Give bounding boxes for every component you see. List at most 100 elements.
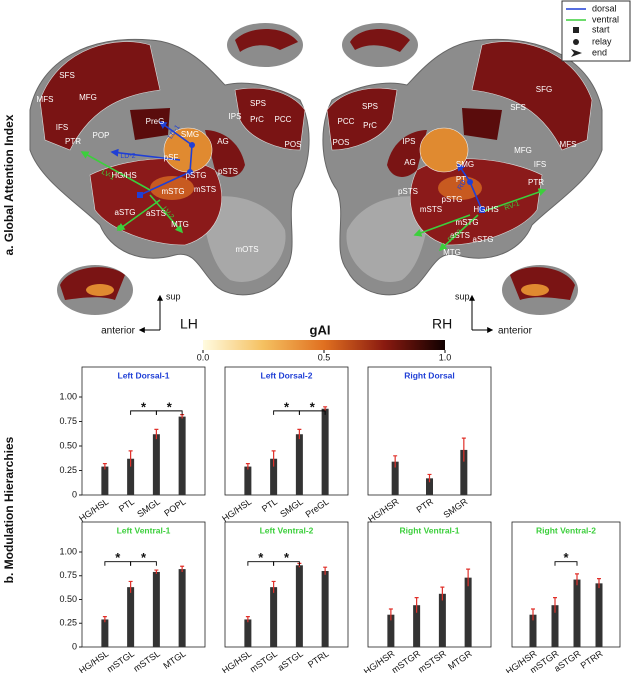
bar (529, 614, 537, 647)
bar (460, 449, 468, 495)
x-tick-label: PTL (260, 496, 279, 514)
x-tick-label: mSTGL (105, 648, 136, 673)
error-bar (102, 616, 107, 623)
region-label: PCC (275, 115, 292, 124)
region-label: pSTS (398, 187, 418, 196)
bar (295, 434, 303, 495)
x-tick-label: PTL (117, 496, 136, 514)
bar (178, 416, 186, 495)
error-bar (271, 580, 276, 593)
bar (464, 577, 472, 647)
x-tick-label: mSTGL (248, 648, 279, 673)
significance-label: * (115, 550, 121, 565)
y-tick-label: 0.50 (59, 594, 77, 604)
plot-frame (367, 521, 492, 648)
region-label: PT (456, 175, 466, 184)
region-label: SMG (456, 160, 474, 169)
error-bar (427, 473, 432, 483)
x-tick-label: HG/HSR (366, 496, 401, 525)
pathway-label: LD-2 (120, 153, 135, 160)
error-bar (128, 580, 133, 593)
error-bar (393, 455, 398, 468)
region-label: MFG (514, 146, 532, 155)
region-label: mSTS (194, 185, 216, 194)
region-label: HG/HS (473, 205, 498, 214)
region-label: MTG (443, 248, 461, 257)
significance-bracket (554, 561, 578, 566)
region-label: SFS (59, 71, 75, 80)
region-label: IFS (56, 123, 68, 132)
region-label: SMG (181, 130, 199, 139)
x-tick-label: aSTGL (276, 648, 305, 673)
region-label: mSTG (161, 187, 184, 196)
region-label: SFS (510, 103, 526, 112)
colorbar-tick-label: 0.0 (197, 352, 210, 362)
x-tick-label: PTRL (306, 648, 331, 669)
hemisphere-label: RH (432, 316, 452, 332)
region-label: mSTS (420, 205, 442, 214)
region-label: PCC (338, 117, 355, 126)
colorbar-tick-label: 1.0 (439, 352, 452, 362)
error-bar (128, 450, 133, 467)
significance-label: * (284, 550, 290, 565)
bar (178, 569, 186, 647)
bar (413, 605, 421, 647)
bar (438, 593, 446, 647)
region-label: SPS (362, 102, 378, 111)
error-bar (466, 568, 471, 587)
bar (321, 408, 329, 495)
x-tick-label: MTGL (161, 648, 187, 671)
plot-frame (224, 521, 349, 648)
region-label: POS (285, 140, 302, 149)
y-tick-label: 0.75 (59, 416, 77, 426)
region-label: SFG (536, 85, 552, 94)
hemisphere-label: LH (180, 316, 198, 332)
region-label: HG/HS (111, 171, 136, 180)
error-bar (154, 569, 159, 574)
error-bar (154, 428, 159, 440)
bar (101, 466, 109, 495)
bar (426, 478, 433, 495)
bar (387, 614, 395, 647)
legend-label: ventral (592, 14, 619, 24)
bar (101, 619, 109, 647)
significance-label: * (141, 550, 147, 565)
bar (244, 619, 252, 647)
panel-label: b. Modulation Hierarchies (2, 436, 16, 583)
significance-bracket (155, 410, 183, 415)
region-label: IPS (229, 112, 242, 121)
x-tick-label: POPL (162, 496, 187, 518)
y-tick-label: 0.25 (59, 465, 77, 475)
y-tick-label: 0.25 (59, 618, 77, 628)
x-tick-label: SMGL (278, 496, 305, 519)
error-bar (102, 463, 107, 470)
error-bar (180, 565, 185, 572)
error-bar (461, 437, 466, 462)
region-label: pSTG (186, 171, 207, 180)
colorbar-tick-label: 0.5 (318, 352, 331, 362)
bar (152, 571, 160, 647)
pathway-label: RD (457, 179, 468, 191)
region-label: PTR (65, 137, 81, 146)
orientation-label: sup (166, 291, 181, 301)
x-tick-label: mSTSL (132, 648, 162, 673)
region-label: SFG (62, 43, 78, 52)
region-label: aSTS (450, 231, 470, 240)
region-label: PrC (250, 115, 264, 124)
bar (127, 458, 135, 495)
y-tick-label: 0 (72, 489, 77, 499)
significance-label: * (284, 399, 290, 414)
inset-brain (57, 23, 578, 315)
x-tick-label: MTGR (446, 648, 474, 672)
orientation-arrows (138, 294, 494, 333)
y-tick-label: 0 (72, 641, 77, 651)
pathway-label: RV-1 (504, 200, 521, 212)
colorbar-title: gAI (310, 322, 331, 337)
region-label: IFS (534, 160, 546, 169)
bar (152, 434, 160, 495)
y-tick-label: 1.00 (59, 546, 77, 556)
region-label: MFS (37, 95, 54, 104)
region-label: mSTG (455, 218, 478, 227)
region-label: POP (93, 131, 110, 140)
error-bar (245, 616, 250, 623)
